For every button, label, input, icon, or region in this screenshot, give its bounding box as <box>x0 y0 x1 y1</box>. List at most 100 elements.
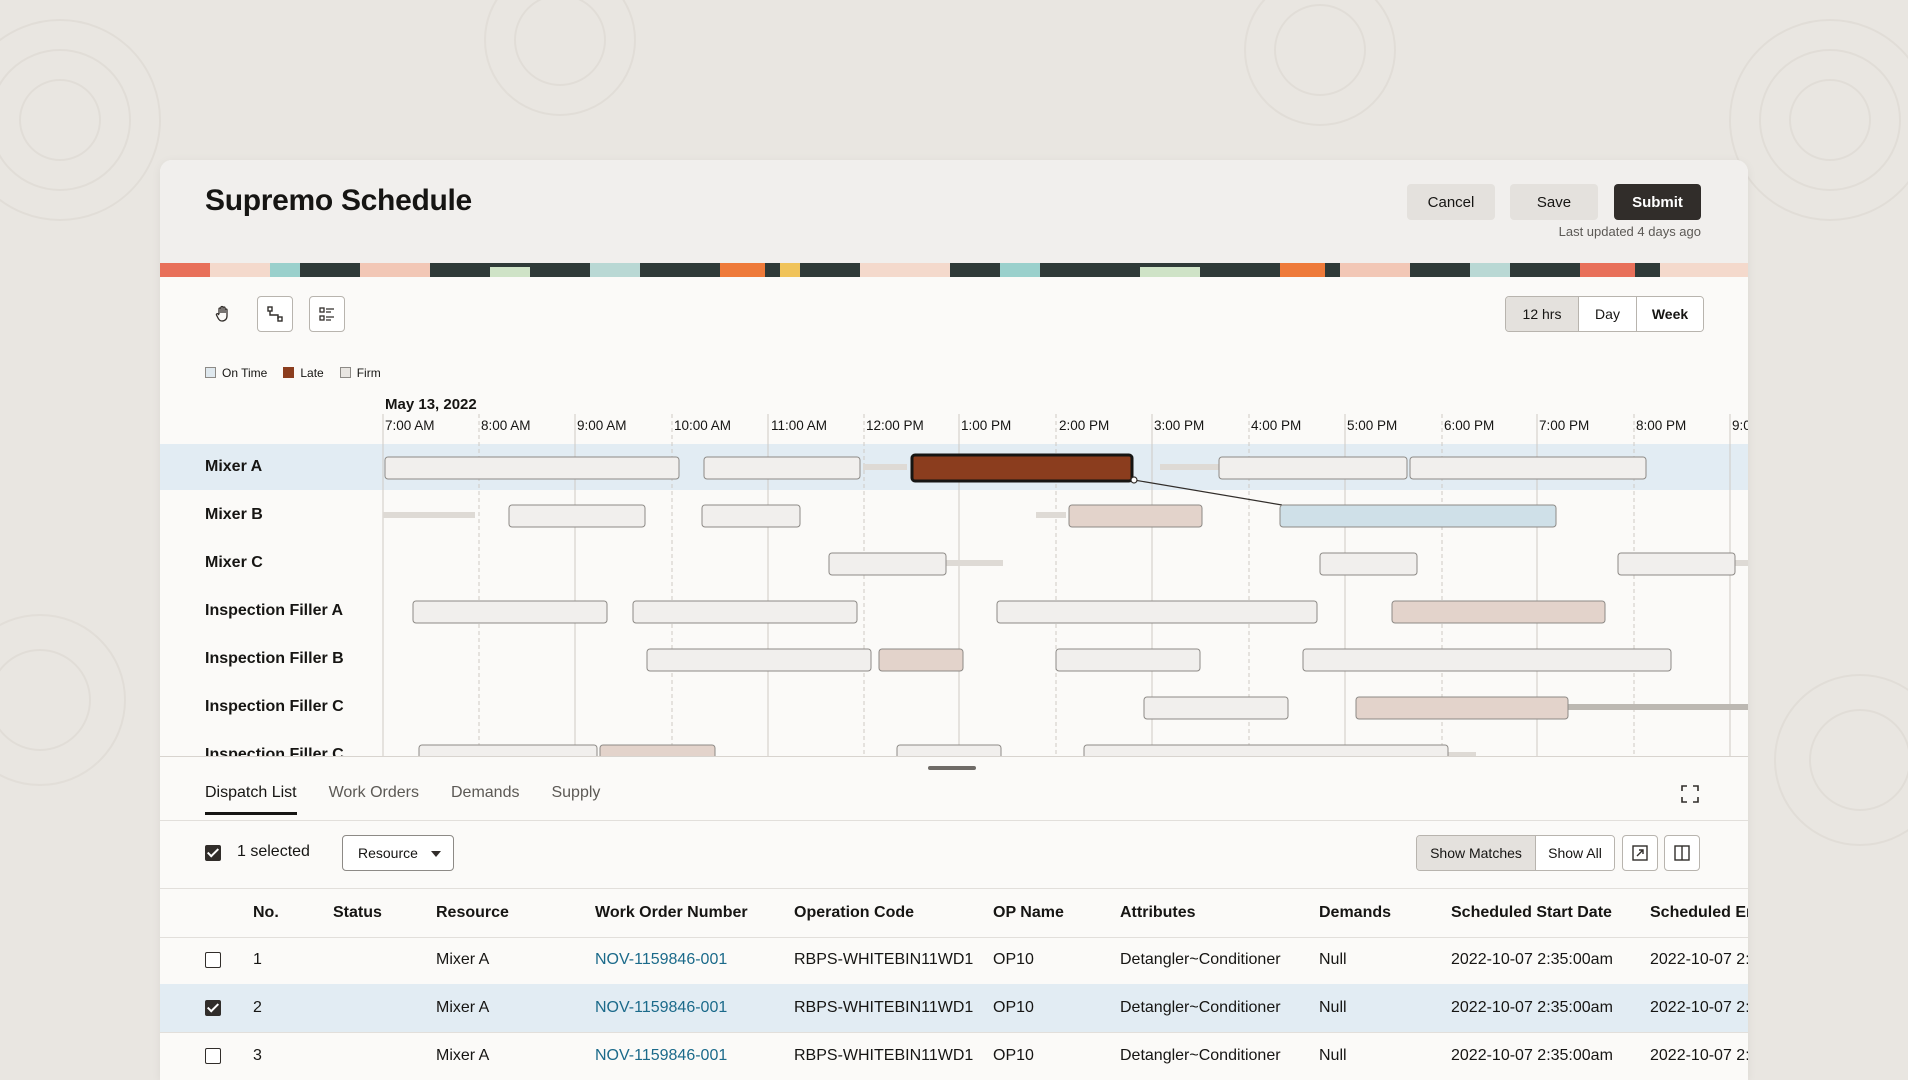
cell-end-date: 2022-10-07 2:35:00am <box>1650 951 1748 968</box>
tab-dispatch-list[interactable]: Dispatch List <box>205 784 297 815</box>
gantt-task-bar-on-time <box>1279 504 1557 528</box>
select-all-checkbox[interactable] <box>205 845 221 861</box>
show-all-button[interactable]: Show All <box>1536 836 1614 870</box>
submit-button[interactable]: Submit <box>1614 184 1701 220</box>
firm-swatch <box>339 367 351 378</box>
table-row[interactable]: 2 Mixer A NOV-1159846-001 RBPS-WHITEBIN1… <box>160 984 1748 1033</box>
list-details-icon[interactable] <box>309 296 345 332</box>
column-header-scheduled-start-date[interactable]: Scheduled Start Date <box>1451 904 1612 921</box>
gantt-task-bar <box>828 552 947 576</box>
work-order-link[interactable]: NOV-1159846-001 <box>595 1047 728 1064</box>
column-header-attributes[interactable]: Attributes <box>1120 904 1196 921</box>
last-updated-text: Last updated 4 days ago <box>1558 224 1701 239</box>
gantt-task-bar <box>418 744 598 756</box>
cancel-button[interactable]: Cancel <box>1407 184 1495 220</box>
page-title: Supremo Schedule <box>205 184 472 217</box>
gantt-task-bar <box>703 456 861 480</box>
save-button[interactable]: Save <box>1510 184 1598 220</box>
gantt-task-bar-firm <box>878 648 964 672</box>
table-row[interactable]: 1 Mixer A NOV-1159846-001 RBPS-WHITEBIN1… <box>160 936 1748 985</box>
work-order-link[interactable]: NOV-1159846-001 <box>595 999 728 1016</box>
resource-label-inspection-filler-a: Inspection Filler A <box>205 602 344 619</box>
column-header-demands[interactable]: Demands <box>1319 904 1392 921</box>
resource-label-mixer-c: Mixer C <box>205 554 263 571</box>
resource-label-mixer-b: Mixer B <box>205 506 263 523</box>
time-tick: 9:00 PM <box>1732 418 1748 433</box>
table-row[interactable]: 3 Mixer A NOV-1159846-001 RBPS-WHITEBIN1… <box>160 1032 1748 1080</box>
time-tick: 9:00 AM <box>577 418 627 433</box>
time-tick: 10:00 AM <box>674 418 732 433</box>
cell-resource: Mixer A <box>436 951 490 968</box>
column-header-work-order-number[interactable]: Work Order Number <box>595 904 748 921</box>
on-time-swatch <box>205 367 216 378</box>
cell-demands: Null <box>1319 1047 1347 1064</box>
zoom-option-12hrs[interactable]: 12 hrs <box>1506 297 1579 331</box>
slack-line <box>383 512 475 518</box>
cell-end-date: 2022-10-07 2:35:00am <box>1650 1047 1748 1064</box>
time-tick: 6:00 PM <box>1444 418 1495 433</box>
gantt-task-bar <box>1302 648 1672 672</box>
tab-work-orders[interactable]: Work Orders <box>328 784 419 801</box>
gantt-task-bar-firm <box>1391 600 1606 624</box>
gantt-task-bar <box>646 648 872 672</box>
export-icon[interactable] <box>1622 835 1658 871</box>
legend-firm: Firm <box>339 366 381 380</box>
cell-no: 3 <box>253 1047 262 1064</box>
column-header-no[interactable]: No. <box>253 904 279 921</box>
cell-operation-code: RBPS-WHITEBIN11WD1 <box>794 1047 974 1064</box>
time-tick: 1:00 PM <box>961 418 1012 433</box>
time-tick: 11:00 AM <box>771 418 828 433</box>
column-header-operation-code[interactable]: Operation Code <box>794 904 915 921</box>
work-order-link[interactable]: NOV-1159846-001 <box>595 951 728 968</box>
cell-operation-code: RBPS-WHITEBIN11WD1 <box>794 999 974 1016</box>
row-checkbox[interactable] <box>205 1048 221 1064</box>
row-checkbox[interactable] <box>205 1000 221 1016</box>
tab-demands[interactable]: Demands <box>450 784 520 801</box>
resource-filter-dropdown[interactable]: Resource <box>342 835 454 871</box>
zoom-option-week[interactable]: Week <box>1637 297 1703 331</box>
gantt-task-bar <box>1143 696 1289 720</box>
gantt-task-bar <box>632 600 858 624</box>
link-connector-icon[interactable] <box>257 296 293 332</box>
time-tick: 5:00 PM <box>1347 418 1398 433</box>
time-tick: 8:00 PM <box>1636 418 1687 433</box>
column-header-op-name[interactable]: OP Name <box>993 904 1064 921</box>
cell-resource: Mixer A <box>436 1047 490 1064</box>
legend-label: On Time <box>222 366 268 380</box>
table-header: No. Status Resource Work Order Number Op… <box>160 888 1748 938</box>
resize-handle[interactable] <box>928 766 976 770</box>
gantt-task-bar <box>1617 552 1736 576</box>
legend-label: Late <box>300 366 324 380</box>
slack-line <box>1735 560 1748 566</box>
gantt-task-bar <box>1218 456 1408 480</box>
tab-supply[interactable]: Supply <box>551 784 601 801</box>
cell-demands: Null <box>1319 951 1347 968</box>
column-header-status[interactable]: Status <box>333 904 382 921</box>
zoom-option-day[interactable]: Day <box>1579 297 1637 331</box>
column-header-scheduled-end-date[interactable]: Scheduled End Date <box>1650 904 1748 921</box>
time-tick: 7:00 AM <box>385 418 435 433</box>
cell-operation-code: RBPS-WHITEBIN11WD1 <box>794 951 974 968</box>
zoom-segmented-control: 12 hrs Day Week <box>1505 296 1704 332</box>
dependency-handle <box>1130 476 1138 484</box>
cell-start-date: 2022-10-07 2:35:00am <box>1451 999 1613 1016</box>
slack-line <box>1160 464 1220 470</box>
hand-pan-icon[interactable] <box>205 296 241 332</box>
slack-line <box>863 464 907 470</box>
gantt-task-bar <box>1319 552 1418 576</box>
legend-label: Firm <box>356 366 381 380</box>
cell-attributes: Detangler~Conditioner <box>1120 999 1281 1016</box>
columns-icon[interactable] <box>1664 835 1700 871</box>
gantt-task-bar <box>412 600 608 624</box>
gantt-task-bar <box>1083 744 1449 756</box>
gantt-legend: On Time Late Firm <box>205 366 381 380</box>
expand-fullscreen-icon[interactable] <box>1680 784 1700 809</box>
legend-late: Late <box>283 366 324 380</box>
row-checkbox[interactable] <box>205 952 221 968</box>
gantt-task-bar <box>384 456 680 480</box>
column-header-resource[interactable]: Resource <box>436 904 509 921</box>
time-tick: 8:00 AM <box>481 418 531 433</box>
show-matches-button[interactable]: Show Matches <box>1417 836 1536 870</box>
cell-attributes: Detangler~Conditioner <box>1120 951 1281 968</box>
